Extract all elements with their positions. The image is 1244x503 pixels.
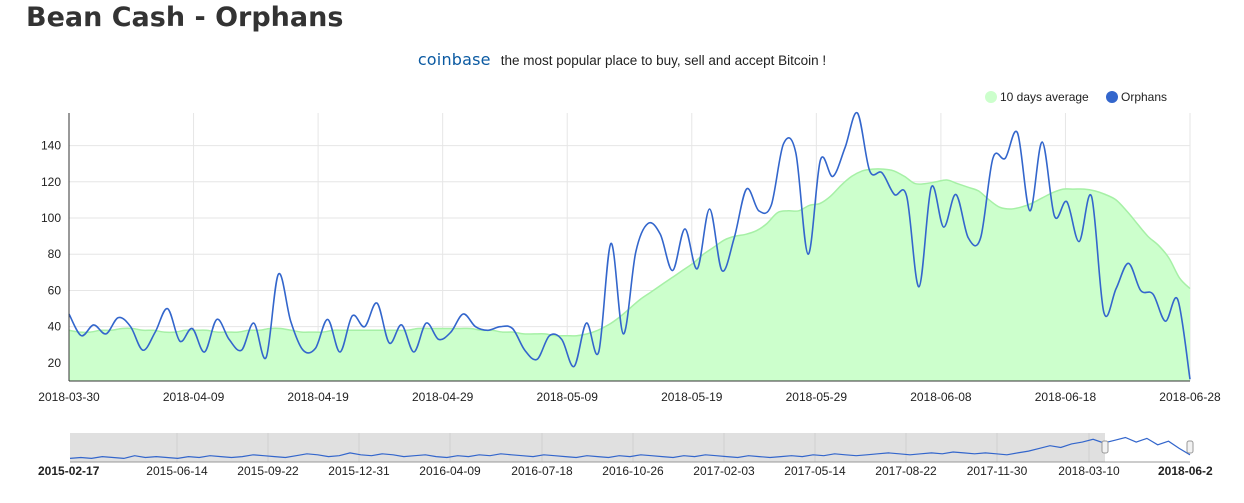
x-tick-label: 2018-05-09 [537, 390, 599, 404]
navigator-tick-label: 2016-10-26 [602, 464, 664, 478]
y-tick-label: 20 [48, 356, 62, 370]
orphans-line-layer [68, 112, 1191, 380]
chart-axes: 20 40 60 80 100 120 140 2018-03-30 2018-04-09 201… [38, 113, 1221, 404]
navigator-tick-label: 2015-12-31 [328, 464, 390, 478]
x-tick-label: 2018-04-19 [287, 390, 349, 404]
range-navigator: 2015-02-17 2015-06-14 2015-09-22 2015-12-31… [38, 433, 1213, 478]
y-tick-label: 100 [41, 211, 61, 225]
x-tick-label: 2018-04-29 [412, 390, 474, 404]
y-tick-label: 140 [41, 139, 61, 153]
legend-marker [1106, 91, 1118, 103]
ad-banner[interactable]: coinbase the most popular place to buy, s… [0, 50, 1244, 69]
navigator-tick-label: 2015-09-22 [237, 464, 299, 478]
navigator-tick-label: 2015-06-14 [146, 464, 208, 478]
navigator-tick-label: 2016-07-18 [511, 464, 573, 478]
navigator-tick-label: 2018-06-2 [1158, 464, 1213, 478]
chart-legend: 10 days average Orphans [985, 90, 1167, 104]
ad-text: the most popular place to buy, sell and … [500, 53, 827, 68]
x-tick-label: 2018-06-18 [1035, 390, 1097, 404]
legend-marker [985, 91, 997, 103]
legend-label: 10 days average [1000, 90, 1089, 104]
navigator-line [69, 436, 1191, 460]
orphans-line [68, 112, 1191, 380]
navigator-tick-label: 2015-02-17 [38, 464, 100, 478]
navigator-mask [70, 433, 1190, 462]
page-title: Bean Cash - Orphans [26, 2, 344, 33]
y-tick-label: 80 [48, 247, 62, 261]
navigator-tick-label: 2017-05-14 [784, 464, 846, 478]
x-tick-label: 2018-05-29 [786, 390, 848, 404]
x-tick-label: 2018-05-19 [661, 390, 723, 404]
x-tick-label: 2018-04-09 [163, 390, 225, 404]
x-tick-label: 2018-03-30 [38, 390, 100, 404]
legend-label: Orphans [1121, 90, 1167, 104]
y-tick-label: 120 [41, 175, 61, 189]
y-tick-label: 40 [48, 320, 62, 334]
navigator-tick-label: 2017-08-22 [875, 464, 937, 478]
navigator-tick-label: 2016-04-09 [419, 464, 481, 478]
navigator-left-handle[interactable] [1101, 440, 1109, 454]
navigator-selection [1105, 433, 1190, 462]
navigator-tick-label: 2017-02-03 [693, 464, 755, 478]
x-tick-label: 2018-06-28 [1159, 390, 1221, 404]
x-tick-label: 2018-06-08 [910, 390, 972, 404]
navigator-tick-label: 2018-03-10 [1058, 464, 1120, 478]
navigator-right-handle[interactable] [1186, 440, 1194, 454]
coinbase-logo[interactable]: coinbase [417, 50, 491, 69]
y-tick-label: 60 [48, 283, 62, 297]
navigator-tick-label: 2017-11-30 [967, 464, 1028, 478]
